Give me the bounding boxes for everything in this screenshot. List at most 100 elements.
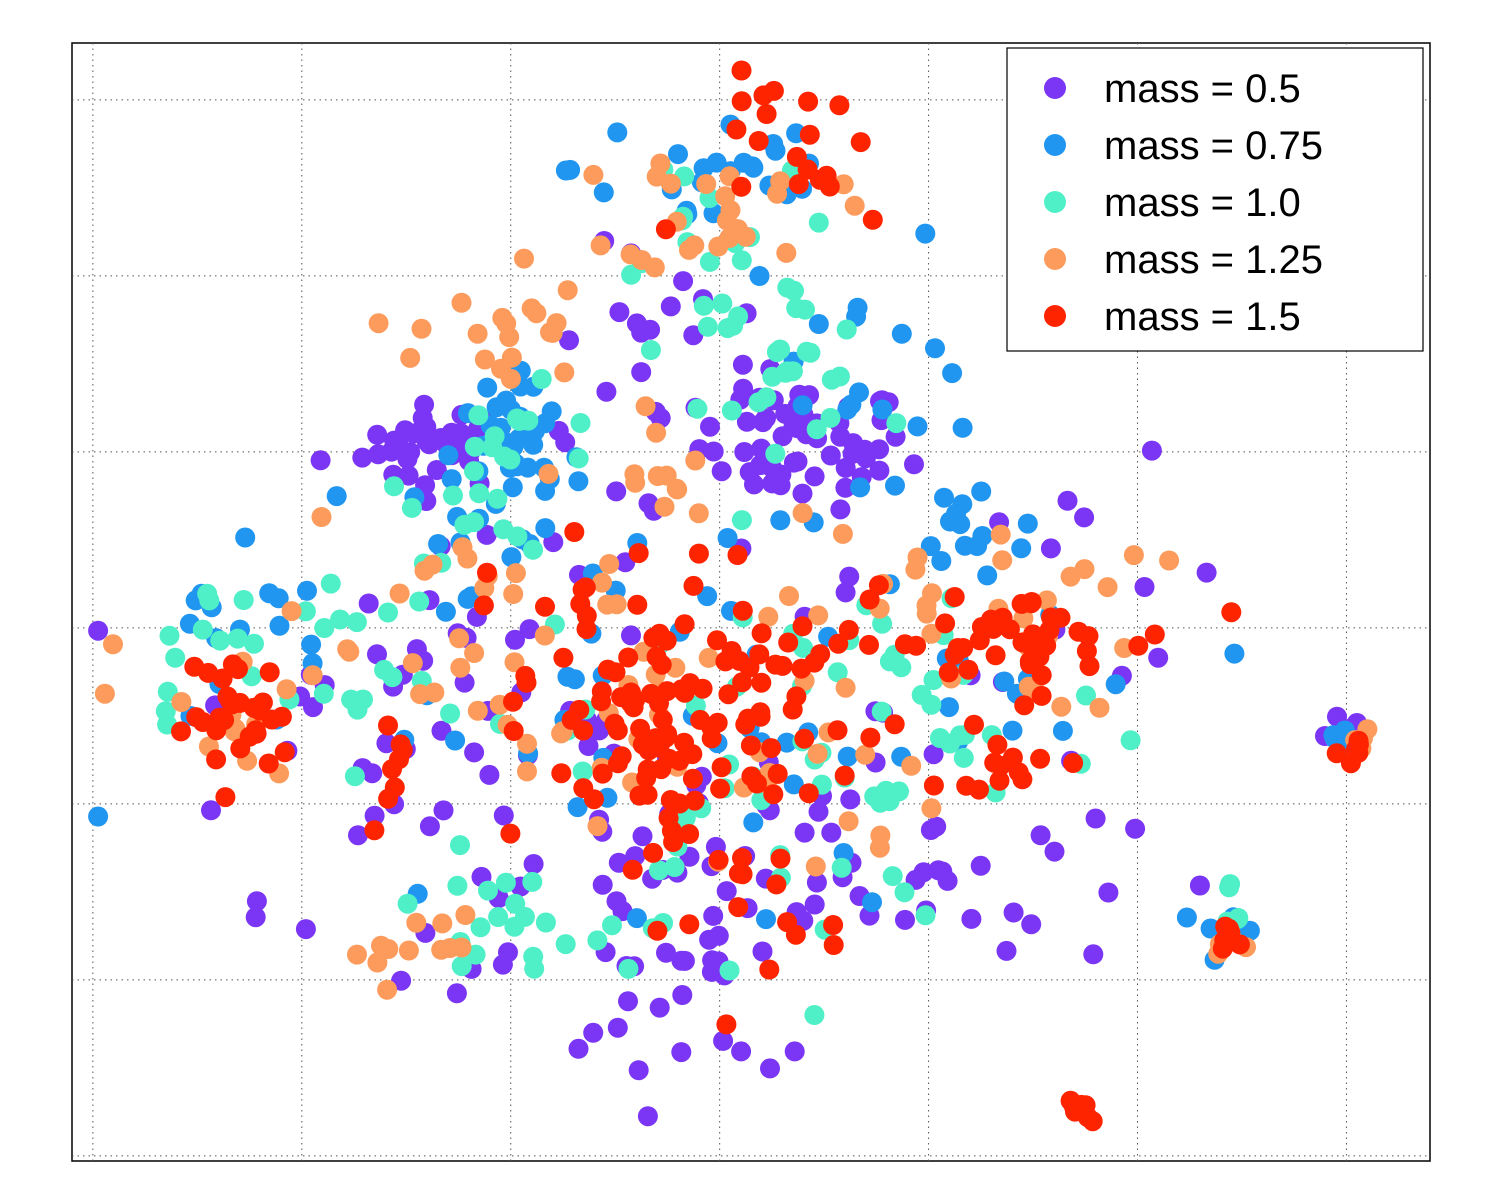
scatter-point-series-4 <box>731 91 752 112</box>
scatter-point-series-2 <box>821 369 842 390</box>
scatter-point-series-4 <box>1219 918 1239 939</box>
scatter-point-series-4 <box>990 755 1011 776</box>
scatter-point-series-3 <box>378 939 399 959</box>
scatter-point-series-0 <box>519 619 540 640</box>
scatter-point-series-3 <box>398 940 419 961</box>
scatter-point-series-4 <box>591 681 612 702</box>
scatter-point-series-1 <box>501 547 522 568</box>
scatter-point-series-0 <box>631 362 652 383</box>
scatter-point-series-3 <box>590 235 611 256</box>
scatter-point-series-2 <box>756 387 777 408</box>
scatter-point-series-1 <box>872 399 893 420</box>
legend-label-1: mass = 0.75 <box>1104 124 1323 168</box>
scatter-point-series-1 <box>940 511 960 532</box>
scatter-point-series-2 <box>808 212 829 233</box>
scatter-point-series-4 <box>731 176 752 197</box>
scatter-point-series-0 <box>592 874 613 895</box>
scatter-point-series-3 <box>554 362 575 383</box>
scatter-point-series-4 <box>628 543 649 564</box>
scatter-point-series-0 <box>1021 914 1042 935</box>
scatter-point-series-4 <box>1031 685 1052 706</box>
scatter-point-series-4 <box>592 763 613 784</box>
scatter-point-series-4 <box>797 159 818 180</box>
scatter-point-series-3 <box>414 560 435 581</box>
scatter-point-series-2 <box>872 613 893 634</box>
scatter-point-series-0 <box>792 483 813 504</box>
scatter-point-series-4 <box>230 692 250 713</box>
scatter-point-series-1 <box>441 469 462 490</box>
scatter-point-series-4 <box>761 738 782 759</box>
scatter-point-series-4 <box>503 691 523 712</box>
scatter-point-series-4 <box>625 690 646 710</box>
scatter-point-series-0 <box>310 450 331 471</box>
scatter-point-series-4 <box>862 209 883 230</box>
scatter-point-series-0 <box>609 302 630 323</box>
scatter-point-series-1 <box>1052 720 1073 741</box>
scatter-point-series-1 <box>1002 720 1023 741</box>
scatter-point-series-2 <box>891 657 912 678</box>
scatter-point-series-2 <box>886 413 907 434</box>
scatter-point-series-0 <box>368 444 389 465</box>
scatter-point-series-3 <box>679 239 699 260</box>
scatter-point-series-0 <box>568 1038 589 1059</box>
scatter-point-series-3 <box>606 594 627 615</box>
scatter-point-series-2 <box>295 601 316 622</box>
scatter-point-series-2 <box>157 681 178 702</box>
scatter-point-series-3 <box>281 601 302 622</box>
scatter-point-series-1 <box>1017 513 1038 534</box>
scatter-point-series-4 <box>718 684 739 705</box>
scatter-point-series-4 <box>1014 695 1035 716</box>
scatter-point-series-4 <box>575 577 596 598</box>
scatter-point-series-4 <box>759 959 780 980</box>
scatter-point-series-3 <box>654 496 675 517</box>
scatter-point-series-4 <box>728 863 749 884</box>
scatter-point-series-4 <box>999 619 1020 640</box>
scatter-point-series-2 <box>523 539 543 560</box>
scatter-point-series-3 <box>776 242 797 263</box>
scatter-point-series-4 <box>731 60 752 81</box>
scatter-point-series-4 <box>751 672 772 693</box>
scatter-point-series-2 <box>409 591 430 612</box>
scatter-point-series-3 <box>467 700 488 721</box>
scatter-point-series-4 <box>804 652 825 673</box>
scatter-point-series-4 <box>1012 769 1033 790</box>
scatter-point-series-0 <box>618 991 638 1012</box>
scatter-point-series-0 <box>711 461 732 482</box>
scatter-point-series-0 <box>671 950 692 971</box>
scatter-point-series-1 <box>939 697 959 718</box>
scatter-point-series-4 <box>688 543 709 564</box>
scatter-point-series-3 <box>505 563 526 584</box>
scatter-point-series-4 <box>944 644 965 665</box>
scatter-point-series-4 <box>749 644 770 665</box>
scatter-point-series-4 <box>258 753 279 774</box>
scatter-point-series-2 <box>500 449 521 470</box>
scatter-point-series-1 <box>776 732 797 753</box>
scatter-point-series-3 <box>406 912 427 933</box>
scatter-point-series-1 <box>942 363 963 384</box>
scatter-point-series-3 <box>599 554 620 574</box>
scatter-point-series-4 <box>958 659 979 680</box>
scatter-point-series-3 <box>688 503 709 524</box>
scatter-point-series-0 <box>295 919 316 940</box>
scatter-point-series-0 <box>760 1058 780 1079</box>
scatter-point-series-3 <box>474 349 495 370</box>
scatter-point-series-0 <box>446 983 467 1004</box>
scatter-point-series-0 <box>1040 538 1061 559</box>
scatter-point-series-4 <box>792 616 813 637</box>
scatter-point-series-3 <box>1123 545 1144 566</box>
scatter-point-series-4 <box>611 746 632 767</box>
legend-marker-3 <box>1044 248 1066 270</box>
scatter-point-series-4 <box>646 646 667 667</box>
scatter-point-series-4 <box>868 575 889 596</box>
scatter-point-series-3 <box>103 634 123 655</box>
scatter-point-series-2 <box>531 369 552 389</box>
scatter-point-series-4 <box>816 165 837 186</box>
scatter-point-series-1 <box>445 730 466 751</box>
scatter-point-series-4 <box>906 635 927 656</box>
scatter-point-series-4 <box>732 672 753 693</box>
scatter-point-series-4 <box>660 790 681 810</box>
scatter-point-series-4 <box>1063 753 1084 773</box>
grid-lines <box>72 43 1430 1161</box>
scatter-point-series-1 <box>837 399 858 420</box>
scatter-point-series-4 <box>1128 635 1149 656</box>
